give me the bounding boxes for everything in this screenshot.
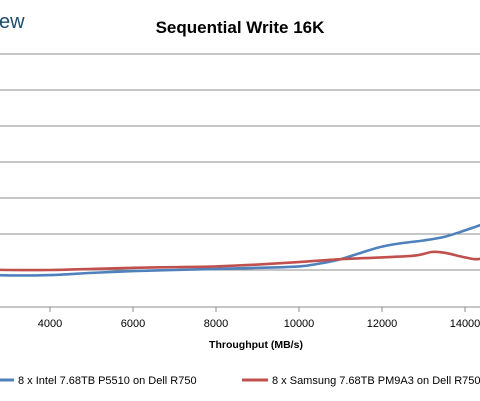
chart-title: Sequential Write 16K — [156, 18, 326, 37]
x-tick-label-2: 8000 — [204, 318, 228, 330]
x-tick-label-3: 10000 — [284, 318, 315, 330]
x-tick-label-5: 14000 — [450, 318, 480, 330]
series-lines — [0, 223, 480, 277]
series-line-1 — [0, 250, 480, 272]
legend-label-1: 8 x Samsung 7.68TB PM9A3 on Dell R750 — [272, 375, 480, 387]
x-tick-label-4: 12000 — [367, 318, 398, 330]
legend-label-0: 8 x Intel 7.68TB P5510 on Dell R750 — [18, 375, 197, 387]
series-line-0 — [0, 223, 480, 277]
x-tick-label-0: 4000 — [38, 318, 62, 330]
legend: 8 x Intel 7.68TB P5510 on Dell R750 8 x S… — [0, 375, 480, 387]
x-tick-label-1: 6000 — [121, 318, 145, 330]
x-tick-labels: 4000 6000 8000 10000 12000 14000 — [38, 318, 480, 330]
brand-logo-text: ew — [0, 11, 25, 33]
gridlines — [0, 53, 480, 312]
x-axis-label: Throughput (MB/s) — [209, 339, 303, 351]
